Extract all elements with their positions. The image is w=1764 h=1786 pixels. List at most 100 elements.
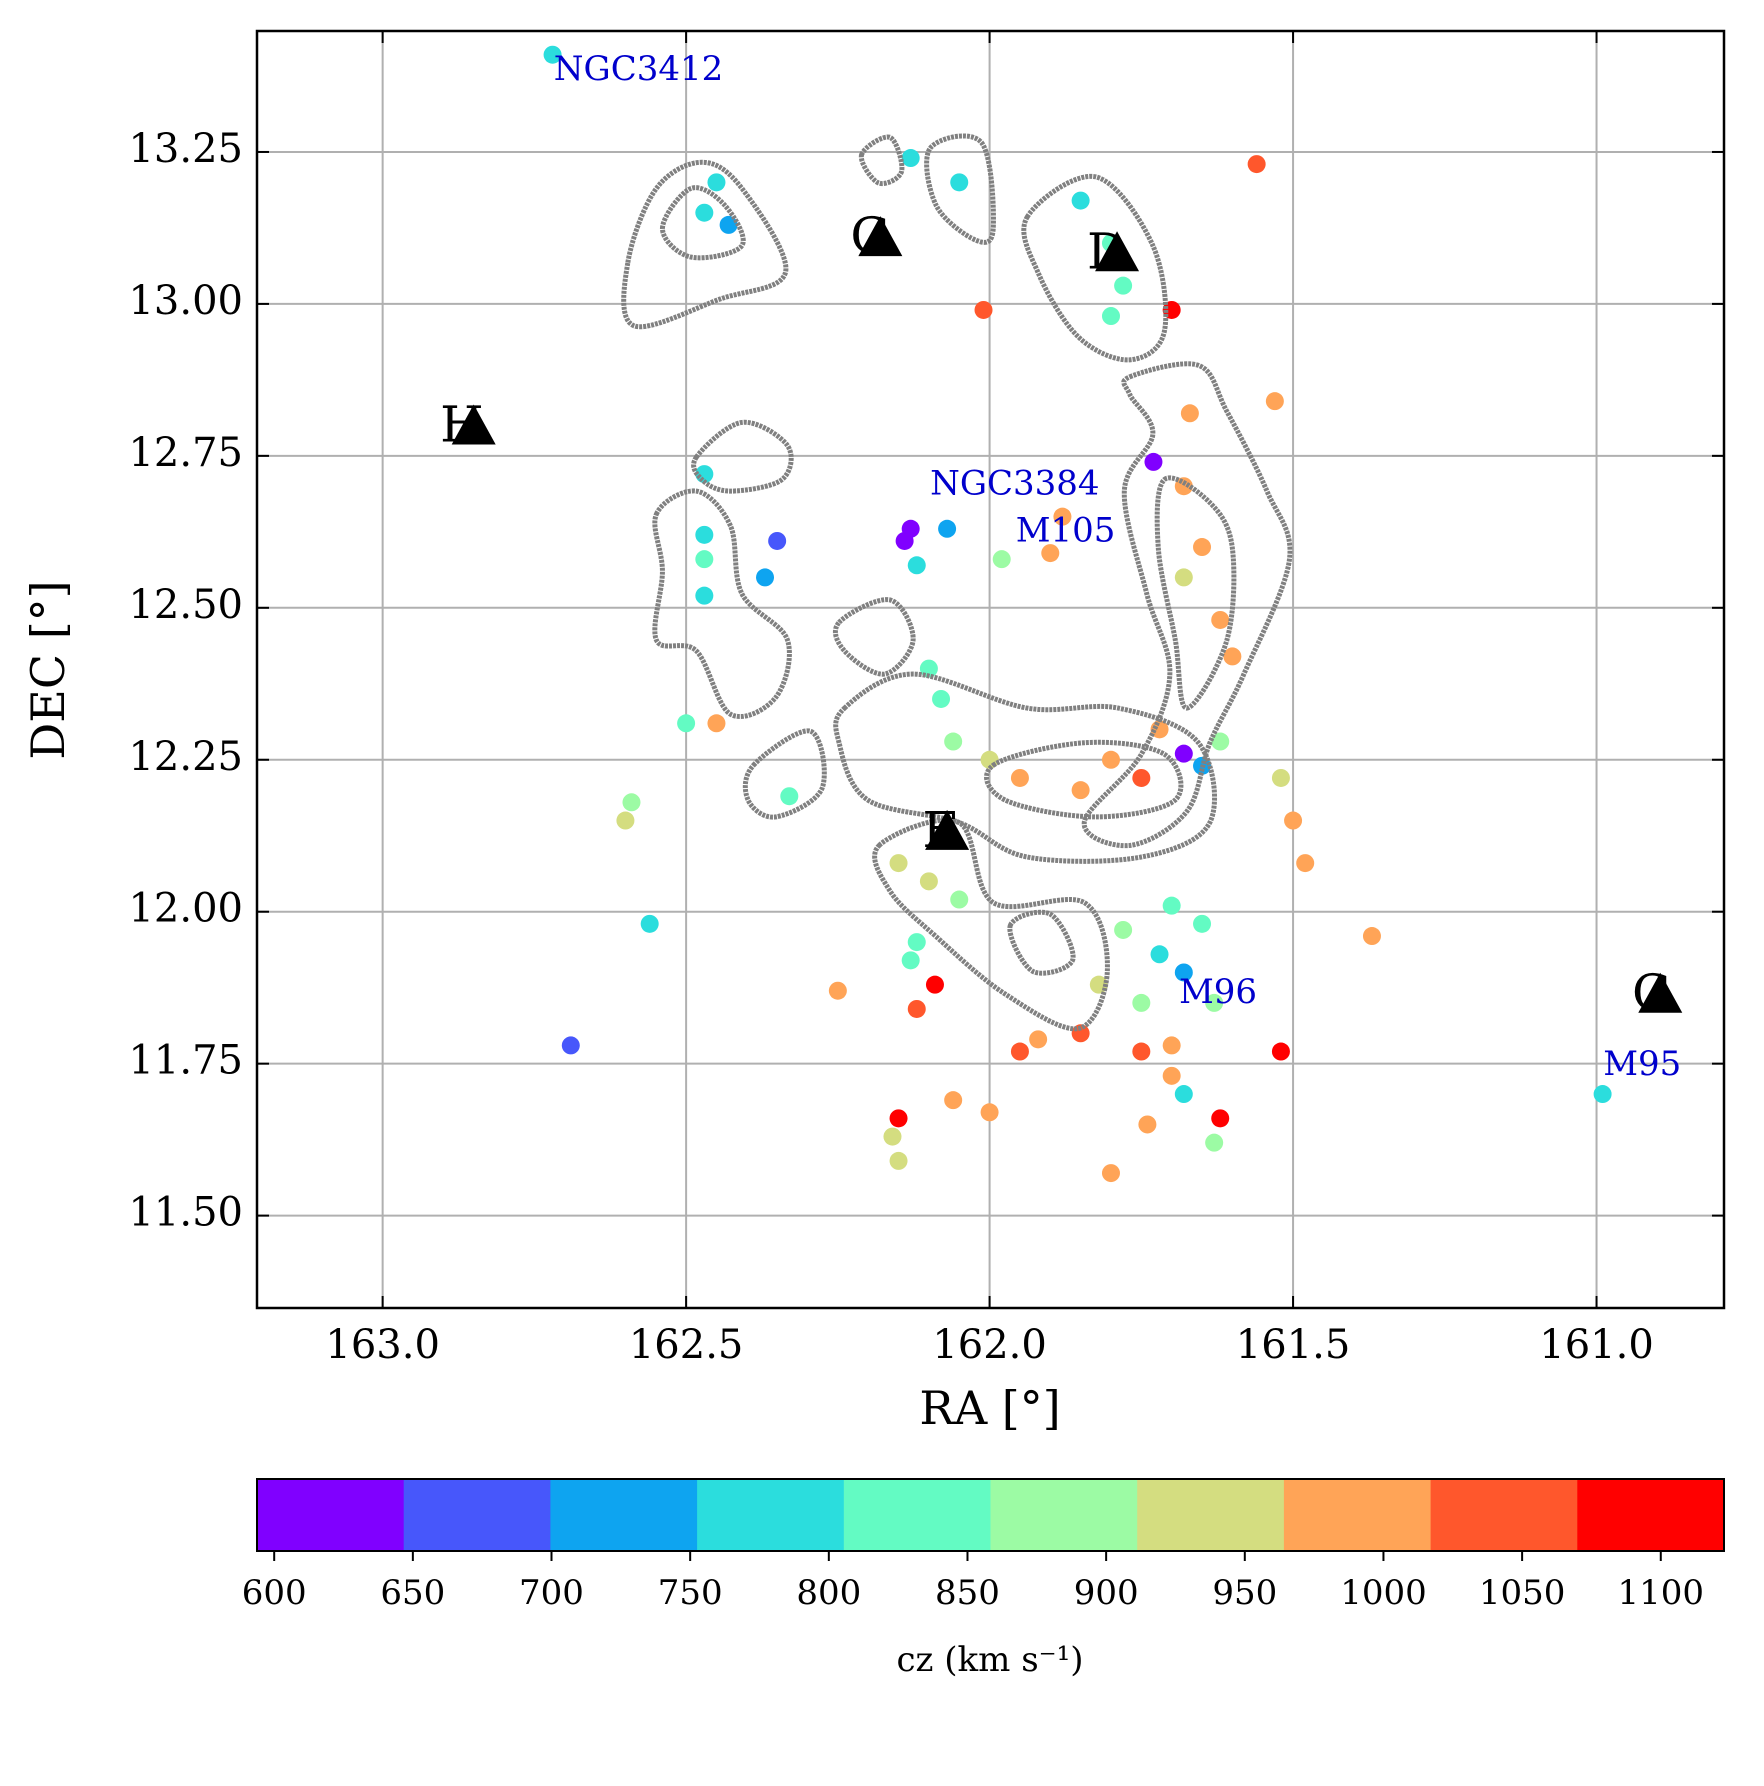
data-point — [1265, 392, 1284, 411]
contour — [984, 739, 1184, 820]
data-point — [1205, 1133, 1224, 1152]
data-point — [901, 149, 920, 168]
colorbar-segment — [697, 1479, 845, 1551]
data-point — [1162, 896, 1181, 915]
y-tick-label: 12.50 — [128, 582, 243, 628]
data-point — [768, 531, 787, 550]
contour — [1081, 361, 1293, 849]
data-point — [1010, 768, 1029, 787]
data-point — [622, 793, 641, 812]
contour — [742, 728, 827, 820]
data-point — [1247, 155, 1266, 174]
data-point — [1174, 1085, 1193, 1104]
colorbar-segment — [550, 1479, 698, 1551]
data-point — [1162, 1036, 1181, 1055]
data-point — [1144, 452, 1163, 471]
data-point — [950, 890, 969, 909]
data-point — [707, 173, 726, 192]
contour — [621, 159, 789, 330]
colorbar-tick-label: 850 — [935, 1573, 1000, 1613]
colorbar-label: cz (km s⁻¹) — [897, 1640, 1084, 1680]
galaxy-label: NGC3412 — [554, 49, 723, 89]
colorbar-tick-label: 1000 — [1340, 1573, 1427, 1613]
colorbar-tick-label: 700 — [519, 1573, 584, 1613]
data-point — [1271, 1042, 1290, 1061]
data-point — [828, 981, 847, 1000]
colorbar-segment — [257, 1479, 405, 1551]
data-point — [780, 787, 799, 806]
x-tick-label: 162.0 — [932, 1322, 1047, 1368]
data-point — [1101, 307, 1120, 326]
data-point — [1211, 732, 1230, 751]
data-point — [1205, 993, 1224, 1012]
data-point — [889, 1151, 908, 1170]
data-point — [1362, 927, 1381, 946]
data-point — [1593, 1085, 1612, 1104]
data-point — [695, 550, 714, 569]
data-point — [907, 999, 926, 1018]
data-point — [1180, 404, 1199, 423]
marker-triangle — [451, 404, 496, 445]
data-point — [1138, 1115, 1157, 1134]
colorbar-tick-label: 950 — [1212, 1573, 1277, 1613]
data-point — [1101, 750, 1120, 769]
data-point — [561, 1036, 580, 1055]
y-tick-label: 12.00 — [128, 886, 243, 932]
data-point — [980, 1103, 999, 1122]
data-point — [1271, 768, 1290, 787]
data-point — [695, 465, 714, 484]
data-point — [1053, 507, 1072, 526]
x-tick-label: 161.0 — [1539, 1322, 1654, 1368]
data-point — [1174, 568, 1193, 587]
contour — [858, 134, 905, 187]
data-point — [1071, 191, 1090, 210]
y-tick-label: 12.25 — [128, 734, 243, 780]
data-point — [889, 854, 908, 873]
data-point — [695, 203, 714, 222]
contour — [1021, 173, 1169, 363]
data-point — [616, 811, 635, 830]
data-point — [1174, 744, 1193, 763]
contour — [652, 488, 792, 719]
plot-frame — [255, 29, 1726, 1310]
colorbar-tick-label: 1050 — [1479, 1573, 1566, 1613]
colorbar-segment — [843, 1479, 991, 1551]
data-point — [1010, 1042, 1029, 1061]
data-point — [695, 525, 714, 544]
y-tick-label: 11.75 — [128, 1038, 243, 1084]
galaxy-label: NGC3384 — [930, 464, 1099, 504]
colorbar-tick-label: 900 — [1074, 1573, 1139, 1613]
colorbar-segment — [1137, 1479, 1285, 1551]
marker-label: F — [922, 801, 957, 859]
colorbar-frame — [256, 1478, 1725, 1552]
colorbar-tick-label: 800 — [796, 1573, 861, 1613]
data-point — [1150, 720, 1169, 739]
x-tick-label: 163.0 — [325, 1322, 440, 1368]
data-point — [1132, 1042, 1151, 1061]
y-tick-label: 12.75 — [128, 430, 243, 476]
x-axis-label: RA [°] — [919, 1381, 1060, 1435]
contour — [659, 185, 746, 261]
marker-triangle — [1638, 972, 1683, 1013]
y-tick-label: 13.00 — [128, 278, 243, 324]
data-point — [944, 1091, 963, 1110]
contour — [1007, 909, 1076, 976]
data-point — [1041, 544, 1060, 563]
galaxy-label: M95 — [1603, 1044, 1681, 1084]
data-point — [992, 550, 1011, 569]
colorbar-segment — [1430, 1479, 1578, 1551]
data-point — [944, 732, 963, 751]
contour — [832, 597, 916, 677]
colorbar-segment — [1283, 1479, 1432, 1551]
data-point — [883, 1127, 902, 1146]
data-point — [707, 714, 726, 733]
contour — [1154, 475, 1237, 711]
marker-label: D — [1087, 222, 1127, 280]
data-point — [1132, 768, 1151, 787]
data-point — [1211, 1109, 1230, 1128]
colorbar-tick-label: 750 — [658, 1573, 723, 1613]
data-point — [1284, 811, 1303, 830]
colorbar-tick-label: 600 — [242, 1573, 307, 1613]
data-point — [677, 714, 696, 733]
